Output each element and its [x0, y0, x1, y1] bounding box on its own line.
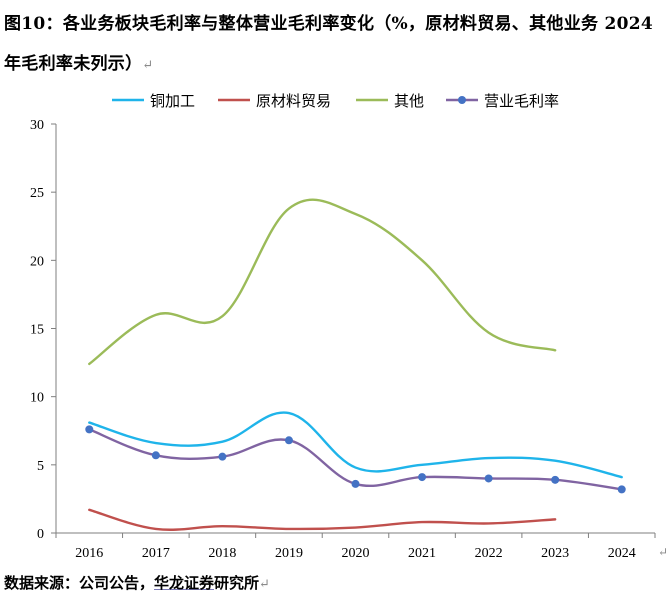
y-tick-label: 20	[30, 254, 44, 269]
legend-marker	[458, 96, 466, 104]
x-tick-label: 2023	[541, 546, 569, 561]
legend-label: 原材料贸易	[256, 92, 331, 110]
paragraph-mark-icon: ↵	[657, 545, 668, 559]
source-firm: 华龙证券	[154, 574, 215, 592]
y-tick-label: 5	[37, 459, 44, 474]
source-note: 数据来源：公司公告，华龙证券研究所↵	[4, 572, 270, 593]
data-point	[551, 475, 560, 484]
x-tick-label: 2019	[275, 546, 303, 561]
x-tick-label: 2024	[608, 546, 636, 561]
series-line	[88, 198, 557, 366]
series-line	[88, 508, 557, 531]
figure-title-line1: 图10：各业务板块毛利率与整体营业毛利率变化（%，原材料贸易、其他业务 2024	[4, 14, 654, 34]
x-tick-label: 2017	[142, 546, 170, 561]
data-point	[218, 452, 227, 461]
y-tick-label: 0	[37, 527, 44, 542]
y-tick-label: 10	[30, 391, 44, 406]
data-point	[418, 473, 427, 482]
paragraph-mark-icon: ↵	[142, 58, 154, 73]
data-point	[85, 425, 94, 434]
y-tick-label: 30	[30, 118, 44, 133]
legend-label: 营业毛利率	[484, 92, 559, 110]
data-point	[617, 485, 626, 494]
series-line	[88, 411, 623, 479]
x-tick-label: 2018	[208, 546, 236, 561]
legend-label: 其他	[394, 92, 424, 110]
x-tick-label: 2022	[475, 546, 503, 561]
data-point	[284, 436, 293, 445]
y-tick-label: 15	[30, 323, 44, 338]
x-tick-label: 2016	[75, 546, 103, 561]
line-chart: 0 5 10 15 20 25 30 2016 2017 2018 2019 2020 2021 2022…	[30, 92, 656, 561]
source-suffix: 研究所	[214, 574, 260, 592]
paragraph-mark-icon: ↵	[259, 577, 270, 592]
x-tick-label: 2021	[408, 546, 436, 561]
data-point	[151, 451, 160, 460]
data-point	[484, 474, 493, 483]
figure-title: 图10：各业务板块毛利率与整体营业毛利率变化（%，原材料贸易、其他业务 2024…	[4, 4, 668, 86]
data-point	[351, 479, 360, 488]
y-tick-label: 25	[30, 186, 44, 201]
x-tick-label: 2020	[342, 546, 370, 561]
legend-label: 铜加工	[150, 92, 195, 110]
source-prefix: 数据来源：公司公告，	[4, 574, 155, 592]
figure-title-line2: 年毛利率未列示）	[4, 54, 143, 74]
